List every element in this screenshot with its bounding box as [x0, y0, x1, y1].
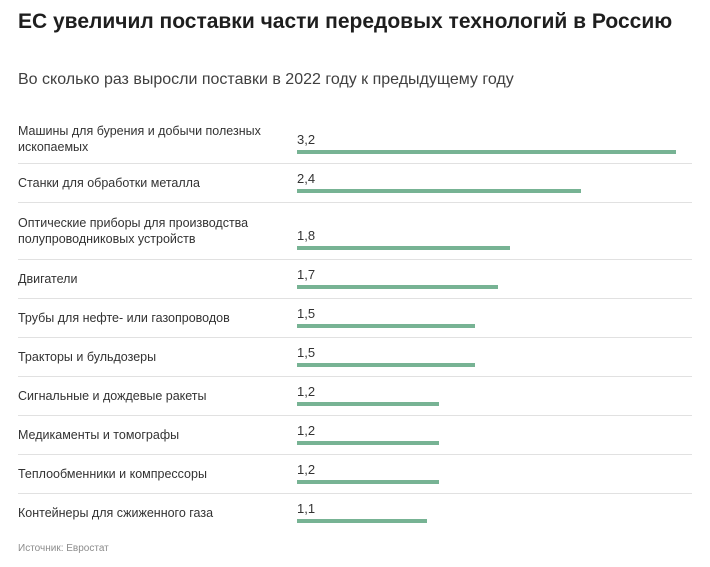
bar	[297, 150, 676, 154]
category-label: Двигатели	[18, 272, 78, 286]
category-label: Медикаменты и томографы	[18, 428, 180, 442]
value-label: 1,2	[297, 462, 316, 477]
chart-subtitle: Во сколько раз выросли поставки в 2022 г…	[18, 71, 514, 88]
value-label: 1,2	[297, 384, 316, 399]
category-label: Контейнеры для сжиженного газа	[18, 506, 214, 520]
value-label: 1,7	[297, 267, 316, 282]
chart-row: Теплообменники и компрессоры 1,2	[18, 455, 692, 494]
source-note: Источник: Евростат	[18, 543, 109, 554]
bar	[297, 324, 475, 328]
bar	[297, 246, 510, 250]
chart-row: Оптические приборы для производства полу…	[18, 203, 692, 260]
chart-row: Станки для обработки металла 2,4	[18, 164, 692, 203]
bar	[297, 402, 439, 406]
value-label: 1,8	[297, 228, 316, 243]
chart-row: Тракторы и бульдозеры 1,5	[18, 338, 692, 377]
bar	[297, 441, 439, 445]
chart-row: Двигатели 1,7	[18, 260, 692, 299]
value-label: 1,1	[297, 501, 316, 516]
bar	[297, 285, 498, 289]
category-label: Машины для бурения и добычи полезных иск…	[18, 124, 261, 154]
bar	[297, 363, 475, 367]
value-label: 1,2	[297, 423, 316, 438]
value-label: 3,2	[297, 132, 316, 147]
category-label: Теплообменники и компрессоры	[18, 467, 207, 481]
chart-row: Машины для бурения и добычи полезных иск…	[18, 115, 692, 164]
chart-row: Медикаменты и томографы 1,2	[18, 416, 692, 455]
chart-row: Сигнальные и дождевые ракеты 1,2	[18, 377, 692, 416]
category-label: Тракторы и бульдозеры	[18, 350, 157, 364]
category-label: Трубы для нефте- или газопроводов	[18, 311, 230, 325]
value-label: 1,5	[297, 306, 316, 321]
bar-chart: Машины для бурения и добычи полезных иск…	[18, 115, 692, 532]
bar	[297, 480, 439, 484]
category-label: Сигнальные и дождевые ракеты	[18, 389, 207, 403]
category-label: Станки для обработки металла	[18, 176, 200, 190]
bar	[297, 519, 427, 523]
value-label: 2,4	[297, 171, 316, 186]
bar	[297, 189, 581, 193]
category-label: Оптические приборы для производства полу…	[18, 216, 249, 246]
chart-row: Трубы для нефте- или газопроводов 1,5	[18, 299, 692, 338]
chart-row: Контейнеры для сжиженного газа 1,1	[18, 494, 692, 532]
chart-title: ЕС увеличил поставки части передовых тех…	[18, 10, 673, 33]
value-label: 1,5	[297, 345, 316, 360]
